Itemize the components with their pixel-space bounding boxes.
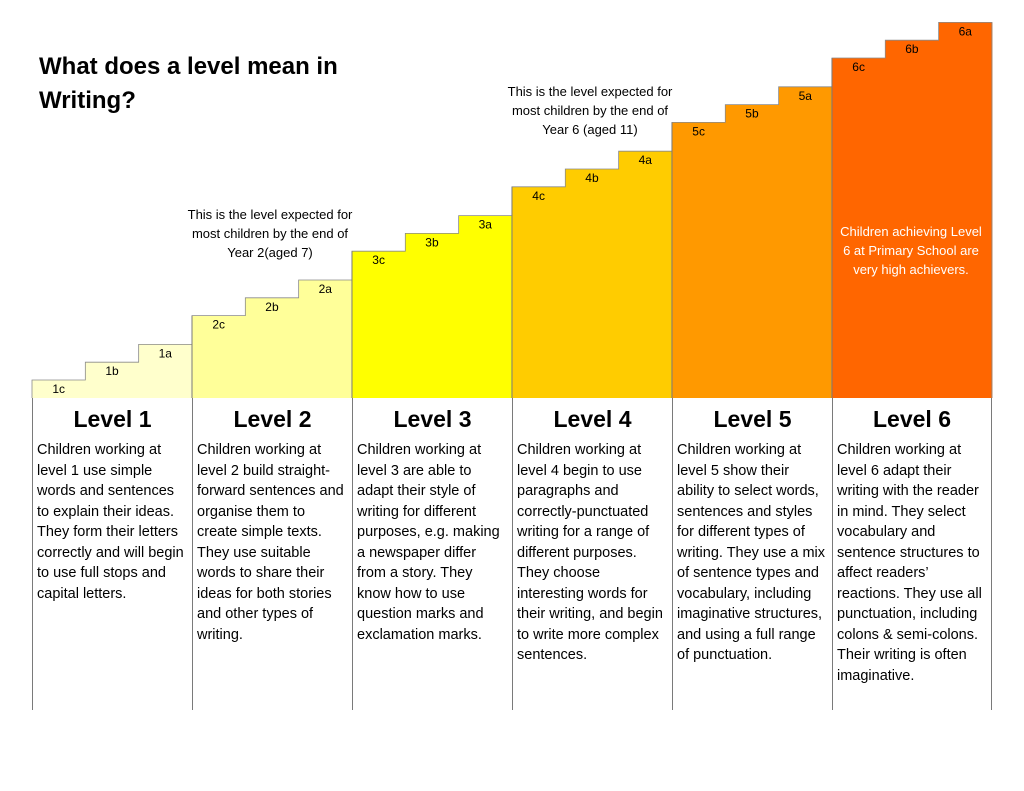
step-label-3c: 3c (372, 253, 385, 267)
year-6-expectation-note: This is the level expected for most chil… (507, 84, 673, 137)
year-2-expectation-note: This is the level expected for most chil… (187, 207, 353, 260)
step-label-4a: 4a (639, 153, 653, 167)
step-label-5a: 5a (799, 89, 813, 103)
step-5c (671, 122, 726, 399)
level-2-column: Level 2 Children working at level 2 buil… (192, 398, 352, 710)
level-1-heading: Level 1 (73, 406, 152, 432)
level-6-column: Level 6 Children working at level 6 adap… (832, 398, 992, 710)
step-label-2a: 2a (319, 282, 333, 296)
step-1b (85, 362, 140, 398)
step-label-1b: 1b (105, 364, 119, 378)
step-label-1a: 1a (159, 346, 173, 360)
level-3-column: Level 3 Children working at level 3 are … (352, 398, 512, 710)
level-descriptions: Level 1 Children working at level 1 use … (32, 398, 992, 710)
step-label-6b: 6b (905, 42, 919, 56)
level-2-description: Children working at level 2 build straig… (197, 442, 344, 643)
step-2c (191, 315, 246, 398)
level-6-heading: Level 6 (873, 406, 951, 432)
step-label-3a: 3a (479, 218, 493, 232)
step-4b (565, 169, 620, 398)
step-1a (138, 344, 193, 398)
level-staircase: 1c 1b 1a 2c 2b 2a 3c 3b 3a 4c 4b 4a 5c 5b 5a 6c 6b 6a (31, 22, 993, 399)
step-5a (778, 86, 833, 399)
step-3a (458, 215, 513, 398)
level-3-description: Children working at level 3 are able to … (357, 442, 500, 643)
level-2-heading: Level 2 (233, 406, 312, 432)
step-label-1c: 1c (52, 382, 65, 396)
step-label-4c: 4c (532, 189, 545, 203)
level-3-heading: Level 3 (393, 406, 472, 432)
step-5b (725, 104, 780, 398)
step-label-3b: 3b (425, 235, 439, 249)
level-5-description: Children working at level 5 show their a… (677, 442, 826, 663)
step-6a (938, 22, 993, 399)
step-label-5c: 5c (692, 124, 705, 138)
level-1-description: Children working at level 1 use simple w… (37, 442, 184, 602)
step-label-6c: 6c (852, 60, 865, 74)
level-6-description: Children working at level 6 adapt their … (837, 442, 982, 684)
step-label-5b: 5b (745, 107, 759, 121)
level-6-achiever-note: Children achieving Level 6 at Primary Sc… (840, 224, 982, 277)
step-2b (245, 297, 300, 398)
step-4a (618, 151, 673, 398)
step-4c (511, 186, 566, 398)
step-label-2b: 2b (265, 300, 279, 314)
step-label-6a: 6a (959, 24, 973, 38)
step-label-2c: 2c (212, 318, 225, 332)
step-2a (298, 280, 353, 398)
step-3c (351, 251, 406, 398)
step-1c (32, 380, 86, 398)
step-6c (831, 58, 886, 398)
level-1-column: Level 1 Children working at level 1 use … (32, 398, 192, 710)
level-5-column: Level 5 Children working at level 5 show… (672, 398, 832, 710)
step-3b (405, 233, 460, 398)
step-label-4b: 4b (585, 171, 599, 185)
page-title: What does a level mean in Writing? (39, 53, 338, 114)
level-4-description: Children working at level 4 begin to use… (517, 442, 663, 663)
step-6b (885, 40, 940, 398)
level-4-column: Level 4 Children working at level 4 begi… (512, 398, 672, 710)
level-4-heading: Level 4 (553, 406, 632, 432)
level-5-heading: Level 5 (713, 406, 792, 432)
